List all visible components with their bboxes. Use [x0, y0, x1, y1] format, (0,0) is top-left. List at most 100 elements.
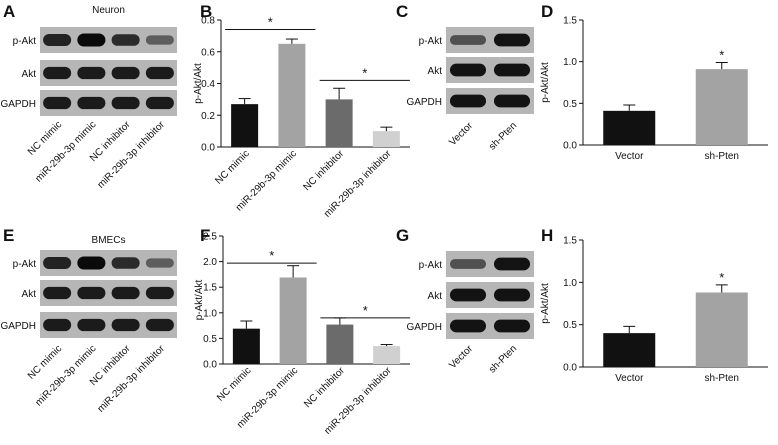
- blot-band: [493, 257, 531, 271]
- y-tick-label: 1.0: [563, 57, 577, 68]
- blot-lane-label: miR-29b-3p mimic: [33, 343, 98, 408]
- bar: [279, 277, 307, 364]
- y-axis-label: p-Akt/Akt: [540, 283, 551, 324]
- blot-band: [111, 286, 140, 300]
- panel-letter-a: A: [3, 2, 15, 21]
- significance-star: *: [363, 303, 368, 318]
- blot-band: [449, 35, 487, 45]
- blot-band: [77, 66, 106, 80]
- bar: [603, 110, 656, 145]
- blot-band: [43, 318, 72, 332]
- x-tick-label: NC mimic: [213, 148, 251, 186]
- x-tick-label: Vector: [615, 373, 644, 384]
- western-blot-pten-top: p-Akt Akt GAPDH Vector sh-Pten: [406, 27, 534, 152]
- bar: [372, 131, 400, 147]
- y-tick-label: 1.0: [563, 278, 577, 289]
- blot-band: [145, 66, 174, 80]
- y-tick-label: 0.0: [203, 360, 217, 371]
- blot-title: BMECs: [92, 235, 126, 246]
- blot-lane-label: miR-29b-3p inhibitor: [96, 119, 168, 191]
- y-tick-label: 0.0: [563, 141, 577, 152]
- significance-star: *: [719, 270, 724, 285]
- blot-row-label: GAPDH: [406, 322, 442, 333]
- blot-band: [145, 35, 174, 45]
- blot-row-label: Akt: [22, 289, 37, 300]
- y-tick-label: 1.5: [563, 16, 577, 27]
- blot-band: [145, 286, 174, 300]
- significance-star: *: [719, 48, 724, 63]
- blot-band: [449, 319, 487, 333]
- panel-letter-c: C: [396, 2, 408, 21]
- blot-band: [111, 34, 140, 46]
- blot-band: [43, 34, 72, 46]
- y-tick-label: 0.4: [201, 79, 215, 90]
- bar: [231, 104, 259, 147]
- blot-band: [145, 96, 174, 110]
- x-tick-label: NC inhibitor: [302, 365, 347, 410]
- y-tick-label: 0.5: [563, 320, 577, 331]
- blot-band: [493, 288, 531, 302]
- y-tick-label: 1.0: [203, 308, 217, 319]
- blot-band: [449, 94, 487, 108]
- bar: [326, 324, 354, 364]
- blot-band: [493, 319, 531, 333]
- blot-band: [111, 66, 140, 80]
- y-tick-label: 0.5: [563, 99, 577, 110]
- blot-band: [77, 96, 106, 110]
- y-tick-label: 1.5: [563, 236, 577, 247]
- x-tick-label: NC mimic: [215, 365, 253, 403]
- x-tick-label: NC inhibitor: [302, 148, 347, 193]
- x-tick-label: sh-Pten: [705, 373, 739, 384]
- blot-lane-label: sh-Pten: [487, 343, 519, 375]
- panel-letter-e: E: [3, 226, 14, 245]
- y-tick-label: 0.2: [201, 111, 215, 122]
- blot-band: [77, 318, 106, 332]
- panel-letter-f: F: [200, 226, 210, 245]
- blot-lane-label: Vector: [447, 343, 475, 371]
- blot-title: Neuron: [92, 5, 125, 16]
- y-tick-label: 1.5: [203, 283, 217, 294]
- y-tick-label: 0.0: [201, 143, 215, 154]
- blot-band: [449, 259, 487, 269]
- y-tick-label: 2.5: [203, 232, 217, 243]
- blot-lane-label: sh-Pten: [487, 120, 519, 152]
- blot-row-label: Akt: [22, 69, 37, 80]
- blot-row-label: GAPDH: [0, 99, 36, 110]
- blot-band: [43, 257, 72, 269]
- blot-lane-label: miR-29b-3p mimic: [33, 119, 98, 184]
- y-tick-label: 0.0: [563, 363, 577, 374]
- blot-band: [43, 96, 72, 110]
- panel-letter-h: H: [541, 226, 553, 245]
- blot-row-label: p-Akt: [419, 36, 443, 47]
- panel-letter-d: D: [541, 2, 553, 21]
- western-blot-pten-bottom: p-Akt Akt GAPDH Vector sh-Pten: [406, 251, 534, 375]
- blot-band: [449, 63, 487, 77]
- significance-star: *: [269, 248, 274, 263]
- significance-star: *: [268, 15, 273, 30]
- blot-band: [43, 286, 72, 300]
- bar: [325, 99, 353, 147]
- y-tick-label: 2.0: [203, 257, 217, 268]
- y-tick-label: 0.8: [201, 16, 215, 27]
- blot-band: [493, 94, 531, 108]
- blot-row-label: Akt: [428, 66, 443, 77]
- blot-band: [43, 66, 72, 80]
- bar-chart-neuron-pten: 0.0 0.5 1.0 1.5 p-Akt/Akt Vector sh-Pten *: [540, 16, 768, 162]
- significance-star: *: [362, 65, 367, 80]
- y-tick-label: 0.6: [201, 47, 215, 58]
- bar: [695, 69, 748, 145]
- blot-row-label: Akt: [428, 291, 443, 302]
- bar: [603, 333, 656, 367]
- bar: [373, 346, 401, 364]
- panel-letter-g: G: [396, 226, 409, 245]
- y-axis-label: p-Akt/Akt: [194, 280, 205, 321]
- x-tick-label: Vector: [615, 151, 644, 162]
- blot-band: [77, 256, 106, 270]
- blot-band: [77, 286, 106, 300]
- blot-row-label: p-Akt: [13, 36, 37, 47]
- blot-band: [493, 33, 531, 47]
